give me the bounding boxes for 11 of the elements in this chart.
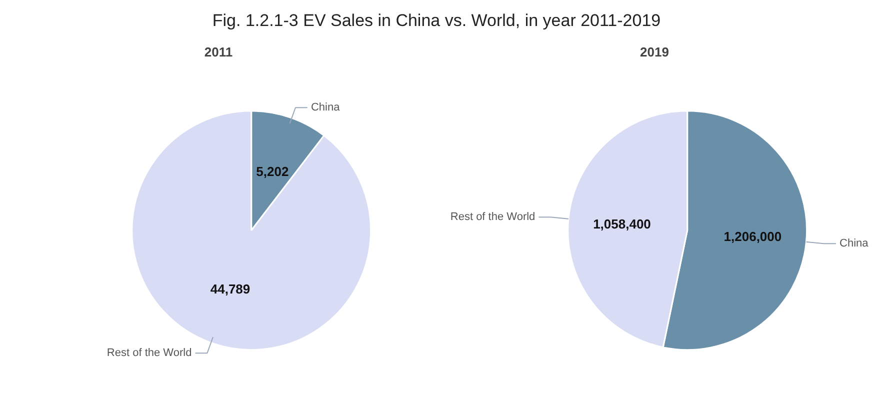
text: Fig. 1.2.1-3 EV Sales in China vs. World, in year 2011-2019 xyxy=(212,11,661,30)
data-label: 44,789 xyxy=(210,282,250,297)
chart-title: 2019 xyxy=(640,44,669,60)
data-label: 5,202 xyxy=(256,164,289,180)
slice-label: Rest of the World xyxy=(450,211,536,224)
slice-label: China xyxy=(840,238,870,250)
chart-title: 2011 xyxy=(204,44,233,60)
slice-label: Rest of the World xyxy=(106,347,192,360)
slice-label: China xyxy=(310,102,341,114)
data-label: 1,206,000 xyxy=(724,229,782,244)
data-label: 1,058,400 xyxy=(593,216,651,232)
